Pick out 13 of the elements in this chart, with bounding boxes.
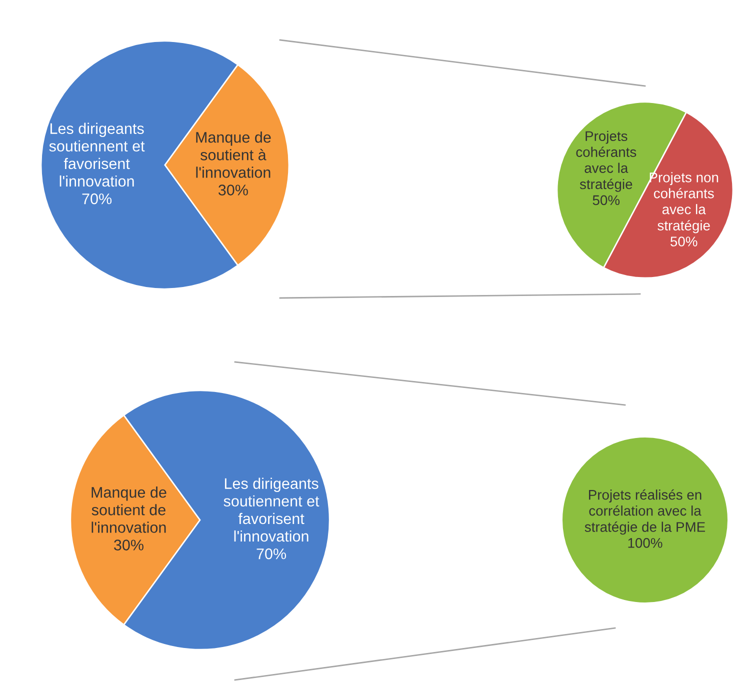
slice-label: Manque de soutient à l'innovation [196,132,271,178]
slice-label: Manque de soutient de l'innovation [92,486,166,533]
data-label: 50% [592,195,620,206]
slice-label: Les dirigeants soutiennent et favorisent l'innovation [49,122,145,187]
data-label: 30% [114,540,144,550]
data-label: 50% [670,236,698,246]
data-label: 70% [82,193,112,204]
data-label: 30% [218,184,248,196]
slice-label: Projets cohérants avec la stratégie [576,130,636,192]
slice-label: Projets réalisés en corrélation avec la stratégie de la PME [584,489,706,535]
data-label: 100% [628,538,662,548]
slice-label: Les dirigeants soutiennent et favorisent l'innovation [224,478,320,542]
data-label: 70% [256,548,286,560]
